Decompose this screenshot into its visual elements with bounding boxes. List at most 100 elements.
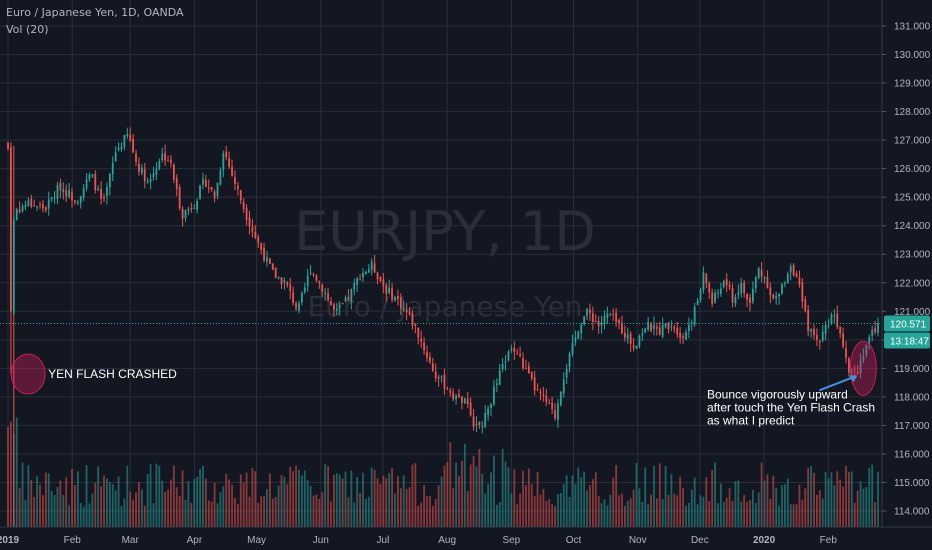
volume-bar bbox=[568, 496, 571, 527]
symbol-title[interactable]: Euro / Japanese Yen, 1D, OANDA bbox=[6, 6, 184, 19]
volume-bar bbox=[472, 455, 475, 527]
candle bbox=[379, 275, 382, 283]
volume-bar bbox=[754, 502, 757, 527]
volume-bar bbox=[353, 502, 356, 527]
candle-body bbox=[443, 374, 446, 389]
volume-bar bbox=[30, 479, 33, 527]
volume-bar bbox=[670, 474, 673, 527]
candle bbox=[466, 392, 469, 409]
candle bbox=[877, 317, 879, 337]
candle bbox=[56, 181, 59, 204]
candle-body bbox=[699, 289, 702, 301]
candle-body bbox=[722, 281, 725, 288]
volume-bar bbox=[815, 494, 818, 527]
time-tick-label: Jul bbox=[377, 535, 390, 546]
volume-bar bbox=[466, 491, 469, 527]
candle-body bbox=[877, 323, 879, 333]
volume-indicator-label[interactable]: Vol (20) bbox=[6, 23, 49, 36]
time-tick-label: Apr bbox=[187, 535, 203, 546]
candle bbox=[853, 365, 856, 376]
candle-body bbox=[178, 187, 181, 209]
volume-bar bbox=[251, 467, 254, 527]
candle bbox=[53, 190, 56, 204]
candle bbox=[292, 286, 295, 306]
volume-bar bbox=[638, 488, 641, 527]
volume-bar bbox=[769, 499, 772, 527]
price-tick-label: 117.000 bbox=[894, 421, 930, 432]
candle bbox=[167, 155, 169, 162]
candle-body bbox=[475, 423, 478, 426]
volume-bar bbox=[138, 482, 140, 527]
time-axis[interactable]: 2019 Feb Mar Apr May Jun Jul Aug Sep Oct Nov Dec 202… bbox=[0, 526, 932, 546]
candle bbox=[600, 315, 603, 334]
volume-bar bbox=[548, 499, 551, 527]
candle-body bbox=[39, 204, 41, 206]
volume-bar bbox=[120, 506, 123, 527]
candle-body bbox=[862, 356, 865, 362]
candle bbox=[318, 280, 321, 289]
candle bbox=[231, 159, 233, 177]
volume-bar bbox=[88, 503, 91, 527]
volume-bar bbox=[722, 501, 725, 527]
volume-bar bbox=[702, 496, 705, 527]
volume-bar bbox=[100, 486, 103, 527]
candle-body bbox=[749, 297, 751, 303]
volume-bar bbox=[877, 471, 879, 527]
candle bbox=[405, 302, 408, 321]
volume-bar bbox=[519, 493, 522, 527]
price-tick-label: 114.000 bbox=[894, 507, 930, 518]
candle bbox=[574, 330, 577, 346]
volume-bar bbox=[813, 472, 815, 527]
candle bbox=[347, 289, 350, 302]
candle bbox=[644, 327, 647, 334]
candle-body bbox=[434, 371, 437, 378]
candle bbox=[295, 301, 297, 312]
candle-body bbox=[609, 314, 612, 316]
volume-bar bbox=[376, 478, 379, 527]
volume-bar bbox=[97, 466, 100, 527]
candle-body bbox=[149, 179, 152, 182]
candle bbox=[27, 197, 30, 207]
candle bbox=[207, 179, 210, 194]
volume-bar bbox=[676, 495, 679, 527]
volume-bar bbox=[65, 477, 68, 527]
candle bbox=[257, 234, 260, 249]
price-axis[interactable]: 114.000 115.000 116.000 117.000 118.000 119.0… bbox=[881, 0, 932, 550]
candle bbox=[423, 337, 425, 355]
price-tick-label: 124.000 bbox=[894, 221, 931, 232]
candle-body bbox=[754, 277, 757, 289]
volume-bar bbox=[571, 475, 574, 527]
candle-body bbox=[140, 167, 143, 174]
candle bbox=[274, 267, 277, 279]
volume-bar bbox=[437, 485, 440, 527]
bounce-arrow-head bbox=[849, 375, 858, 383]
volume-bar bbox=[27, 465, 30, 527]
candle-body bbox=[801, 282, 804, 302]
time-tick-label: Aug bbox=[438, 535, 456, 546]
candle bbox=[91, 173, 94, 179]
candle-body bbox=[18, 209, 21, 213]
candle-body bbox=[332, 304, 335, 310]
candle-body bbox=[42, 203, 44, 209]
candle bbox=[722, 279, 725, 289]
watermark: EURJPY, 1D Euro / Japanese Yen bbox=[294, 200, 596, 323]
candle bbox=[760, 261, 763, 283]
candle-body bbox=[318, 281, 321, 283]
candle-body bbox=[690, 322, 693, 324]
candle bbox=[522, 352, 524, 371]
candle bbox=[647, 316, 650, 332]
candle-body bbox=[196, 200, 199, 210]
volume-bar bbox=[338, 474, 341, 527]
candle-body bbox=[59, 182, 62, 191]
candle-body bbox=[97, 188, 100, 191]
candle bbox=[399, 293, 402, 316]
candle bbox=[100, 181, 103, 205]
candle-body bbox=[85, 179, 88, 189]
volume-bar bbox=[763, 480, 766, 527]
candle bbox=[725, 273, 728, 293]
candle bbox=[10, 142, 12, 375]
candle-body bbox=[344, 297, 347, 302]
candle bbox=[126, 127, 129, 139]
candle bbox=[510, 344, 513, 354]
